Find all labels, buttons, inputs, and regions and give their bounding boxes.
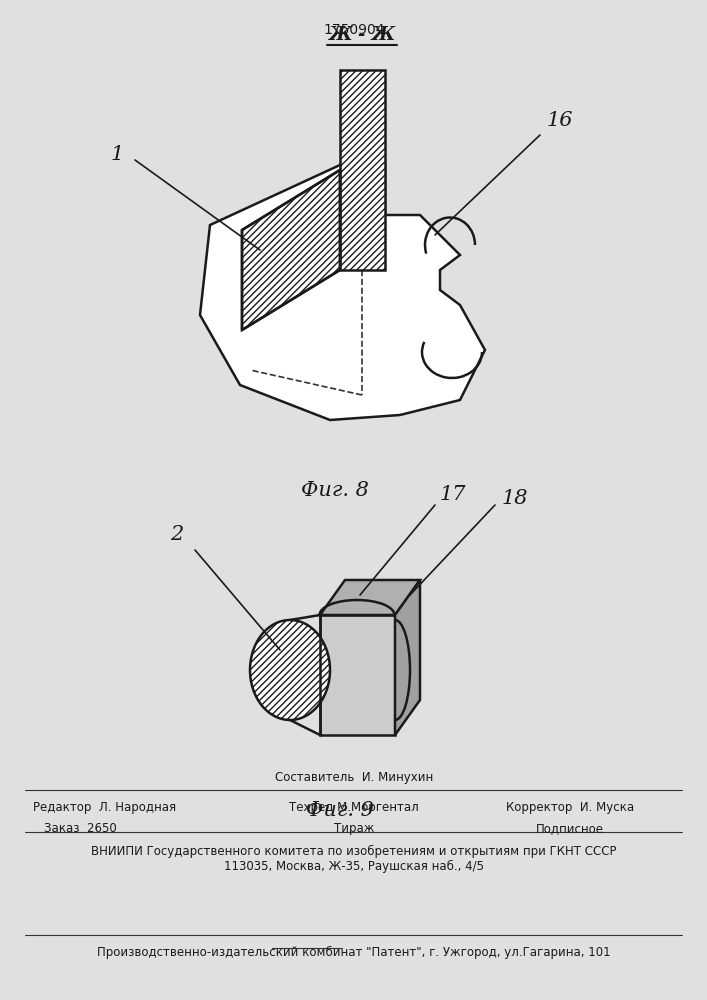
- Polygon shape: [320, 580, 420, 615]
- Text: Производственно-издательский комбинат "Патент", г. Ужгород, ул.Гагарина, 101: Производственно-издательский комбинат "П…: [97, 946, 611, 959]
- Text: 2: 2: [170, 526, 184, 544]
- Text: ВНИИПИ Государственного комитета по изобретениям и открытиям при ГКНТ СССР: ВНИИПИ Государственного комитета по изоб…: [91, 845, 617, 858]
- Text: Заказ  2650: Заказ 2650: [44, 822, 117, 835]
- Text: Фиг. 8: Фиг. 8: [301, 481, 369, 499]
- Ellipse shape: [250, 620, 330, 720]
- Text: Корректор  И. Муска: Корректор И. Муска: [506, 802, 634, 814]
- Text: Фиг. 9: Фиг. 9: [306, 800, 374, 820]
- Text: 18: 18: [502, 488, 528, 508]
- Text: 1750904: 1750904: [323, 23, 385, 37]
- Text: Ж - Ж: Ж - Ж: [328, 26, 396, 44]
- Text: Техред М.Моргентал: Техред М.Моргентал: [289, 802, 419, 814]
- Text: Редактор  Л. Народная: Редактор Л. Народная: [33, 802, 177, 814]
- Polygon shape: [340, 70, 385, 270]
- Text: Тираж: Тираж: [334, 822, 374, 835]
- Polygon shape: [200, 165, 485, 420]
- Polygon shape: [395, 580, 420, 735]
- Text: 17: 17: [440, 486, 466, 504]
- Polygon shape: [242, 170, 340, 330]
- Text: Подписное: Подписное: [536, 822, 604, 835]
- Text: 1: 1: [110, 145, 124, 164]
- Text: 16: 16: [547, 110, 573, 129]
- Text: 113035, Москва, Ж-35, Раушская наб., 4/5: 113035, Москва, Ж-35, Раушская наб., 4/5: [224, 860, 484, 873]
- Polygon shape: [320, 615, 395, 735]
- Text: Составитель  И. Минухин: Составитель И. Минухин: [275, 772, 433, 784]
